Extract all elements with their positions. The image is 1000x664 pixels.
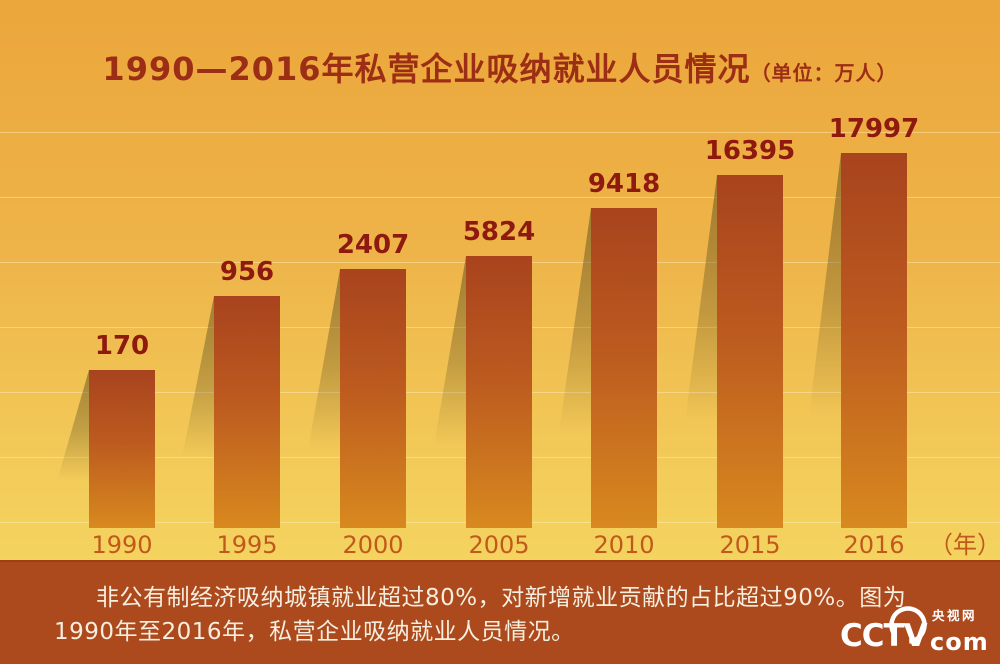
bar-shadow <box>57 370 89 481</box>
bar-shadow <box>308 269 340 450</box>
bar-1995 <box>214 296 280 528</box>
chart-title: 1990—2016年私营企业吸纳就业人员情况（单位：万人） <box>0 44 1000 90</box>
bar-value-label: 9418 <box>587 169 661 199</box>
bar-value-label: 16395 <box>704 136 796 166</box>
x-tick-label: 2000 <box>342 531 404 559</box>
bar-value-label: 2407 <box>336 230 410 260</box>
bar-2000 <box>340 269 406 528</box>
bar-shadow <box>809 153 841 416</box>
bar-value-label: 956 <box>219 257 275 287</box>
cctv-logo-suffix: com <box>930 628 989 656</box>
cctv-logo-brand: CCTV <box>840 618 928 654</box>
bar-value-label: 17997 <box>828 114 920 144</box>
caption-line-1: 非公有制经济吸纳城镇就业超过80%，对新增就业贡献的占比超过90%。图为 <box>96 585 907 611</box>
cctv-logo-ring <box>889 606 927 644</box>
bar-shadow <box>685 175 717 422</box>
cctv-logo: CCTV 央视网 com <box>840 606 989 656</box>
bar-1990 <box>89 370 155 528</box>
bar-value-label: 5824 <box>462 217 536 247</box>
bar-2015 <box>717 175 783 528</box>
x-tick-label: 2005 <box>468 531 530 559</box>
x-tick-label: 2015 <box>719 531 781 559</box>
x-tick-label: 2016 （年） <box>843 531 1000 559</box>
gridline <box>0 197 1000 198</box>
x-tick-label: 2010 <box>593 531 655 559</box>
chart-unit-label: （单位：万人） <box>750 61 898 85</box>
bar-2005 <box>466 256 532 528</box>
caption-line-2: 1990年至2016年，私营企业吸纳就业人员情况。 <box>54 619 575 645</box>
x-tick-label: 1995 <box>216 531 278 559</box>
caption-band: 非公有制经济吸纳城镇就业超过80%，对新增就业贡献的占比超过90%。图为 199… <box>0 560 1000 664</box>
bar-shadow <box>434 256 466 446</box>
bar-2010 <box>591 208 657 528</box>
bar-2016 <box>841 153 907 528</box>
cctv-logo-cn: 央视网 <box>932 608 977 623</box>
chart-title-text: 1990—2016年私营企业吸纳就业人员情况 <box>102 50 751 88</box>
bar-shadow <box>182 296 214 458</box>
bar-value-label: 170 <box>94 331 150 361</box>
x-tick-label: 1990 <box>91 531 153 559</box>
x-axis-unit-suffix: （年） <box>929 531 1000 559</box>
gridline <box>0 132 1000 133</box>
